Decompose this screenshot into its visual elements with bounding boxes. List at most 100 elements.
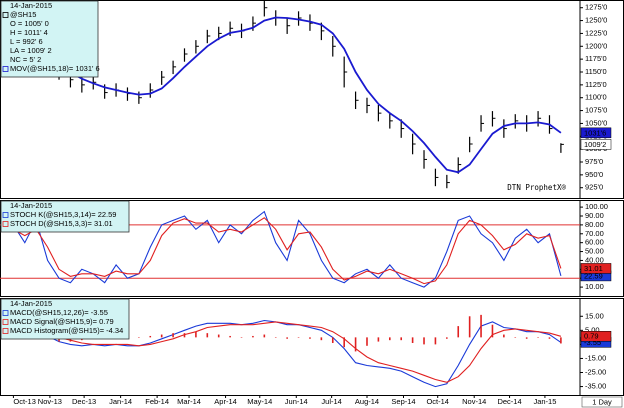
last-value-label: 31.01 (584, 264, 603, 273)
histogram-bar (58, 337, 60, 342)
histogram-bar (217, 334, 220, 338)
y-tick-label: 1175'0 (585, 54, 607, 63)
y-tick-label: 1250'0 (585, 16, 607, 25)
last-value-label: 22.59 (584, 271, 603, 280)
histogram-bar (320, 337, 323, 341)
y-tick-label: 1075'0 (585, 106, 607, 115)
ohlc-bar (161, 70, 165, 85)
legend-icon (2, 66, 9, 72)
x-tick-label: Jan-14 (109, 397, 132, 406)
ohlc-bar (354, 91, 359, 110)
ohlc-bar (389, 113, 393, 129)
y-tick-label: 1150'0 (585, 67, 607, 76)
y-tick-label: 1100'0 (585, 93, 607, 102)
x-tick-label: Jun-14 (285, 397, 308, 406)
legend-label: 14-Jan-2015 (10, 1, 52, 10)
histogram-bar (400, 337, 403, 341)
y-tick-label: 50.00 (585, 247, 604, 256)
histogram-bar (434, 337, 437, 345)
last-value-label: -3.55 (584, 338, 601, 347)
ohlc-bar (446, 174, 450, 189)
histogram-bar (377, 337, 380, 342)
ohlc-bar (149, 83, 154, 98)
histogram-bar (286, 337, 288, 339)
histogram-bar (491, 324, 494, 338)
legend-icon (2, 212, 9, 218)
last-value-box (580, 331, 612, 342)
x-tick-label: Jul-14 (321, 397, 341, 406)
histogram-bar (423, 337, 425, 345)
series-line (13, 217, 562, 285)
ohlc-bar (286, 17, 291, 34)
watermark: DTN ProphetX® (507, 183, 566, 192)
histogram-bar (389, 337, 391, 341)
y-tick-label: 40.00 (585, 255, 604, 264)
histogram-bar (183, 333, 186, 338)
ohlc-bar (377, 104, 382, 122)
x-tick-label: Dec-14 (497, 397, 521, 406)
y-tick-label: -35.00 (585, 382, 606, 391)
y-tick-label: 60.00 (585, 238, 604, 247)
y-tick-label: 70.00 (585, 229, 604, 238)
series-line (12, 210, 562, 288)
histogram-bar (274, 337, 277, 338)
ohlc-bar (81, 77, 85, 93)
ohlc-bar (434, 168, 439, 187)
histogram-bar (446, 337, 448, 339)
x-tick-label: Oct-14 (426, 397, 449, 406)
ohlc-bar (138, 91, 142, 104)
ohlc-bar (469, 136, 473, 153)
y-tick-label: -25.00 (585, 367, 606, 376)
histogram-bar (206, 333, 209, 338)
histogram-bar (263, 334, 266, 338)
x-tick-label: Apr-14 (214, 397, 237, 406)
ohlc-bar (423, 150, 428, 169)
histogram-bar (525, 337, 528, 339)
x-tick-label: Feb-14 (145, 397, 169, 406)
last-value-label: 1031'6 (584, 128, 606, 137)
ohlc-bar (400, 119, 405, 138)
x-tick-label: Aug-14 (355, 397, 379, 406)
y-tick-label: -15.00 (585, 353, 606, 362)
x-tick-label: Mar-14 (177, 397, 201, 406)
x-tick-label: May-14 (247, 397, 272, 406)
ohlc-bar (503, 119, 507, 138)
x-tick-label: Nov-14 (462, 397, 486, 406)
x-tick-label: Nov-13 (38, 397, 62, 406)
y-tick-label: 1275'0 (585, 3, 607, 12)
ohlc-bar (514, 114, 519, 129)
x-tick-label: Jan-15 (533, 397, 556, 406)
legend-icon (2, 221, 9, 227)
last-value-label: 0.79 (584, 332, 599, 341)
histogram-bar (331, 337, 334, 343)
legend-label: NC = 5' 2 (10, 55, 41, 64)
histogram-bar (366, 337, 368, 346)
y-tick-label: 925'0 (585, 183, 603, 192)
histogram-bar (560, 337, 562, 344)
ohlc-bar (480, 115, 485, 132)
legend-label: 14-Jan-2015 (10, 299, 52, 308)
histogram-bar (343, 337, 345, 348)
y-tick-label: 1050'0 (585, 118, 607, 127)
histogram-bar (548, 337, 551, 339)
ohlc-bar (195, 40, 199, 54)
y-tick-label: 1200'0 (585, 41, 607, 50)
ohlc-bar (491, 111, 496, 127)
histogram-bar (411, 337, 414, 343)
legend-icon (2, 12, 9, 18)
legend-label: MACD Signal(@SH15,9)= 0.79 (10, 317, 114, 326)
legend-label: STOCH D(@SH15,3,3)= 31.01 (10, 219, 113, 228)
ohlc-bar (263, 1, 268, 17)
y-tick-label: 10.00 (585, 282, 604, 291)
ohlc-bar (366, 97, 370, 114)
y-tick-label: 90.00 (585, 211, 604, 220)
ohlc-bar (206, 29, 211, 44)
legend-label: O = 1005' 0 (10, 19, 49, 28)
histogram-bar (354, 337, 357, 352)
histogram-bar (229, 335, 231, 338)
legend-icon (2, 310, 9, 316)
series-line (13, 321, 562, 383)
